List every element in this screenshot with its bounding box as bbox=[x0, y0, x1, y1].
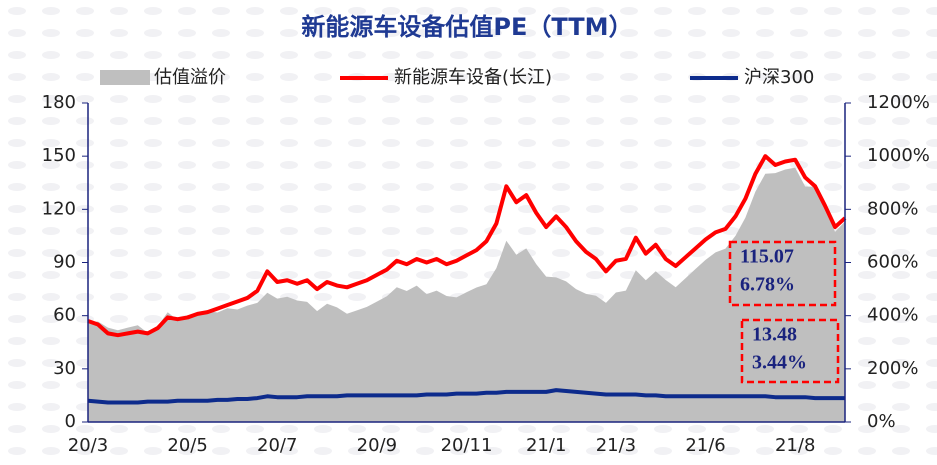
y2-tick-label: 1200% bbox=[867, 92, 930, 113]
y2-tick-label: 400% bbox=[867, 305, 918, 326]
premium-area bbox=[88, 167, 845, 422]
legend-label: 沪深300 bbox=[744, 67, 814, 88]
y-tick-label: 150 bbox=[42, 145, 76, 166]
series-line bbox=[87, 388, 846, 405]
x-tick-label: 21/8 bbox=[775, 435, 815, 456]
y2-tick-label: 800% bbox=[867, 198, 918, 219]
legend-label: 新能源车设备(长江) bbox=[394, 67, 552, 88]
y-tick-label: 90 bbox=[53, 252, 76, 273]
x-tick-label: 20/9 bbox=[357, 435, 397, 456]
y-tick-label: 180 bbox=[42, 92, 76, 113]
annotation-box bbox=[740, 318, 840, 384]
legend-label: 估值溢价 bbox=[154, 67, 226, 88]
x-tick-label: 20/3 bbox=[68, 435, 108, 456]
series-line bbox=[87, 154, 847, 338]
x-tick-label: 20/11 bbox=[441, 435, 493, 456]
y2-tick-label: 600% bbox=[867, 252, 918, 273]
annotation-text: 3.44% bbox=[752, 352, 807, 374]
chart-title: 新能源车设备估值PE（TTM） bbox=[301, 13, 632, 41]
x-tick-label: 20/7 bbox=[257, 435, 297, 456]
x-tick-label: 20/5 bbox=[167, 435, 207, 456]
y2-tick-label: 0% bbox=[867, 411, 896, 432]
x-tick-label: 21/6 bbox=[685, 435, 725, 456]
annotation-box bbox=[728, 240, 837, 307]
x-tick-label: 21/3 bbox=[596, 435, 636, 456]
legend-swatch bbox=[100, 70, 150, 85]
y2-tick-label: 200% bbox=[867, 358, 918, 379]
y-tick-label: 60 bbox=[53, 305, 76, 326]
y-tick-label: 120 bbox=[42, 198, 76, 219]
y-tick-label: 0 bbox=[65, 411, 76, 432]
y2-tick-label: 1000% bbox=[867, 145, 930, 166]
y-tick-label: 30 bbox=[53, 358, 76, 379]
annotation-text: 6.78% bbox=[740, 274, 795, 296]
annotation-text: 115.07 bbox=[740, 246, 794, 268]
x-tick-label: 21/1 bbox=[526, 435, 566, 456]
annotation-text: 13.48 bbox=[752, 324, 797, 346]
